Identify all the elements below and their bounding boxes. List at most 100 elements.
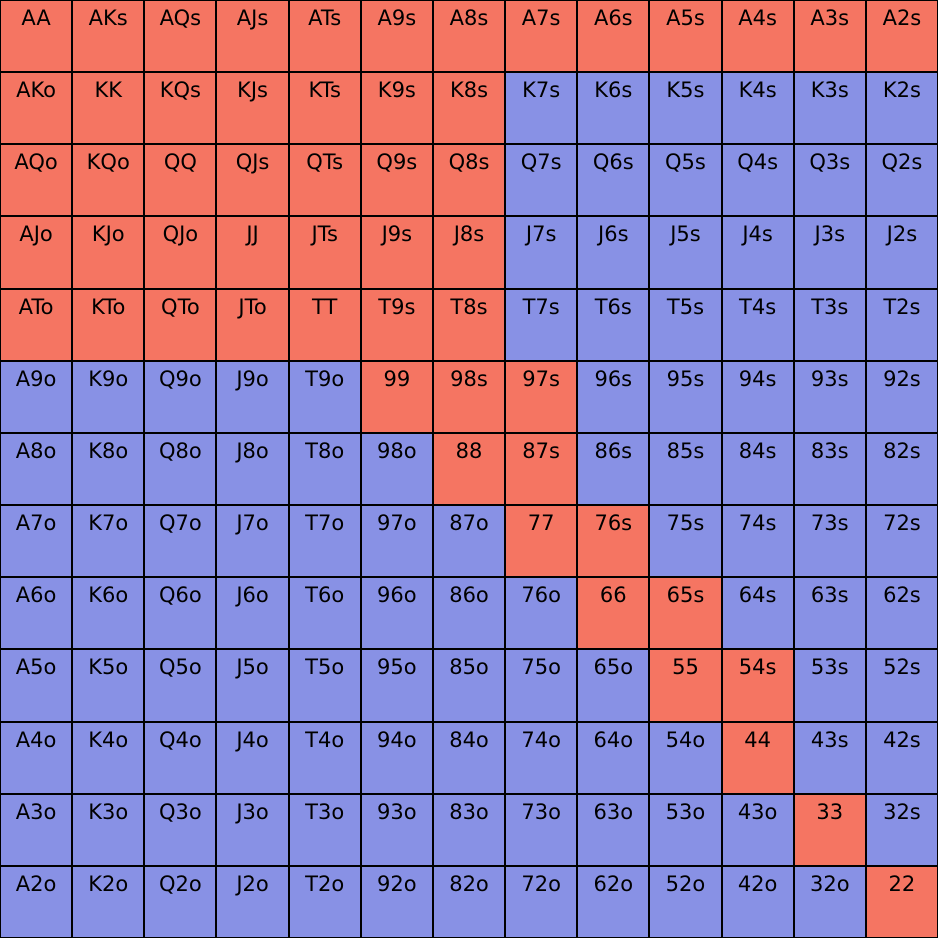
hand-cell-J5s[interactable]: J5s — [650, 217, 721, 288]
hand-cell-J7o[interactable]: J7o — [217, 506, 288, 577]
hand-cell-QJo[interactable]: QJo — [145, 217, 216, 288]
hand-cell-73s[interactable]: 73s — [794, 506, 865, 577]
hand-cell-53o[interactable]: 53o — [650, 794, 721, 865]
hand-cell-AKo[interactable]: AKo — [1, 73, 72, 144]
hand-cell-T6o[interactable]: T6o — [289, 578, 360, 649]
hand-cell-A8s[interactable]: A8s — [433, 1, 505, 72]
hand-cell-62s[interactable]: 62s — [866, 578, 937, 649]
hand-cell-96s[interactable]: 96s — [578, 361, 649, 432]
hand-cell-63o[interactable]: 63o — [578, 794, 649, 865]
hand-cell-AJs[interactable]: AJs — [217, 1, 288, 72]
hand-cell-T3s[interactable]: T3s — [794, 289, 865, 360]
hand-cell-Q9o[interactable]: Q9o — [145, 361, 216, 432]
hand-cell-83o[interactable]: 83o — [433, 794, 505, 865]
hand-cell-JTo[interactable]: JTo — [217, 289, 288, 360]
hand-cell-KJs[interactable]: KJs — [217, 73, 288, 144]
hand-cell-63s[interactable]: 63s — [794, 578, 865, 649]
hand-cell-55[interactable]: 55 — [650, 650, 721, 721]
hand-cell-QTs[interactable]: QTs — [289, 145, 360, 216]
hand-cell-Q5s[interactable]: Q5s — [650, 145, 721, 216]
hand-cell-K2o[interactable]: K2o — [73, 866, 144, 937]
hand-cell-J3s[interactable]: J3s — [794, 217, 865, 288]
hand-cell-95o[interactable]: 95o — [361, 650, 432, 721]
hand-cell-A4s[interactable]: A4s — [722, 1, 793, 72]
hand-cell-42s[interactable]: 42s — [866, 722, 937, 793]
hand-cell-J5o[interactable]: J5o — [217, 650, 288, 721]
hand-cell-T7o[interactable]: T7o — [289, 506, 360, 577]
hand-cell-K4o[interactable]: K4o — [73, 722, 144, 793]
hand-cell-T8s[interactable]: T8s — [433, 289, 505, 360]
hand-cell-Q6o[interactable]: Q6o — [145, 578, 216, 649]
hand-cell-76s[interactable]: 76s — [578, 506, 649, 577]
hand-cell-95s[interactable]: 95s — [650, 361, 721, 432]
hand-cell-92o[interactable]: 92o — [361, 866, 432, 937]
hand-cell-73o[interactable]: 73o — [506, 794, 577, 865]
hand-cell-43s[interactable]: 43s — [794, 722, 865, 793]
hand-cell-75s[interactable]: 75s — [650, 506, 721, 577]
hand-cell-A6o[interactable]: A6o — [1, 578, 72, 649]
hand-cell-33[interactable]: 33 — [794, 794, 865, 865]
hand-cell-A2s[interactable]: A2s — [866, 1, 937, 72]
hand-cell-64s[interactable]: 64s — [722, 578, 793, 649]
hand-cell-K4s[interactable]: K4s — [722, 73, 793, 144]
hand-cell-Q3s[interactable]: Q3s — [794, 145, 865, 216]
hand-cell-J8s[interactable]: J8s — [433, 217, 505, 288]
hand-cell-T9s[interactable]: T9s — [361, 289, 432, 360]
hand-cell-Q4o[interactable]: Q4o — [145, 722, 216, 793]
hand-cell-53s[interactable]: 53s — [794, 650, 865, 721]
hand-cell-K3o[interactable]: K3o — [73, 794, 144, 865]
hand-cell-88[interactable]: 88 — [433, 433, 505, 505]
hand-cell-T2o[interactable]: T2o — [289, 866, 360, 937]
hand-cell-65s[interactable]: 65s — [650, 578, 721, 649]
hand-cell-93o[interactable]: 93o — [361, 794, 432, 865]
hand-cell-ATs[interactable]: ATs — [289, 1, 360, 72]
hand-cell-A7o[interactable]: A7o — [1, 506, 72, 577]
hand-cell-94s[interactable]: 94s — [722, 361, 793, 432]
hand-cell-84s[interactable]: 84s — [722, 433, 793, 505]
hand-cell-K7o[interactable]: K7o — [73, 506, 144, 577]
hand-cell-K9o[interactable]: K9o — [73, 361, 144, 432]
hand-cell-K3s[interactable]: K3s — [794, 73, 865, 144]
hand-cell-J2o[interactable]: J2o — [217, 866, 288, 937]
hand-cell-J6o[interactable]: J6o — [217, 578, 288, 649]
hand-cell-J9o[interactable]: J9o — [217, 361, 288, 432]
hand-cell-A6s[interactable]: A6s — [578, 1, 649, 72]
hand-cell-44[interactable]: 44 — [722, 722, 793, 793]
hand-cell-T7s[interactable]: T7s — [506, 289, 577, 360]
hand-cell-T4s[interactable]: T4s — [722, 289, 793, 360]
hand-cell-87s[interactable]: 87s — [506, 433, 577, 505]
hand-cell-J7s[interactable]: J7s — [506, 217, 577, 288]
hand-cell-J3o[interactable]: J3o — [217, 794, 288, 865]
hand-cell-K6o[interactable]: K6o — [73, 578, 144, 649]
hand-cell-J4s[interactable]: J4s — [722, 217, 793, 288]
hand-cell-22[interactable]: 22 — [866, 866, 937, 937]
hand-cell-43o[interactable]: 43o — [722, 794, 793, 865]
hand-cell-AQs[interactable]: AQs — [145, 1, 216, 72]
hand-cell-82o[interactable]: 82o — [433, 866, 505, 937]
hand-cell-32s[interactable]: 32s — [866, 794, 937, 865]
hand-cell-T5s[interactable]: T5s — [650, 289, 721, 360]
hand-cell-76o[interactable]: 76o — [506, 578, 577, 649]
hand-cell-A2o[interactable]: A2o — [1, 866, 72, 937]
hand-cell-A4o[interactable]: A4o — [1, 722, 72, 793]
hand-cell-Q6s[interactable]: Q6s — [578, 145, 649, 216]
hand-cell-ATo[interactable]: ATo — [1, 289, 72, 360]
hand-cell-98o[interactable]: 98o — [361, 433, 432, 505]
hand-cell-74o[interactable]: 74o — [506, 722, 577, 793]
hand-cell-QQ[interactable]: QQ — [145, 145, 216, 216]
hand-cell-Q2o[interactable]: Q2o — [145, 866, 216, 937]
hand-cell-Q8o[interactable]: Q8o — [145, 433, 216, 505]
hand-cell-85s[interactable]: 85s — [650, 433, 721, 505]
hand-cell-AJo[interactable]: AJo — [1, 217, 72, 288]
hand-cell-Q7o[interactable]: Q7o — [145, 506, 216, 577]
hand-cell-Q8s[interactable]: Q8s — [433, 145, 505, 216]
hand-cell-K5o[interactable]: K5o — [73, 650, 144, 721]
hand-cell-Q9s[interactable]: Q9s — [361, 145, 432, 216]
hand-cell-KQo[interactable]: KQo — [73, 145, 144, 216]
hand-cell-54s[interactable]: 54s — [722, 650, 793, 721]
hand-cell-AQo[interactable]: AQo — [1, 145, 72, 216]
hand-cell-K6s[interactable]: K6s — [578, 73, 649, 144]
hand-cell-KQs[interactable]: KQs — [145, 73, 216, 144]
hand-cell-97s[interactable]: 97s — [506, 361, 577, 432]
hand-cell-77[interactable]: 77 — [506, 506, 577, 577]
